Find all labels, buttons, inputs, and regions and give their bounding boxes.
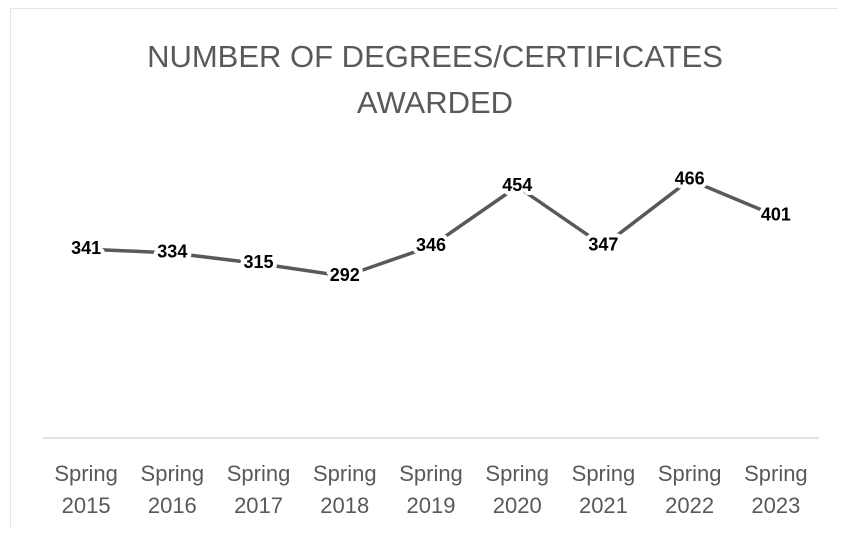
data-label: 292	[330, 265, 360, 285]
x-tick-label: Spring 2019	[399, 461, 463, 518]
data-label: 347	[588, 235, 618, 255]
data-label: 454	[502, 175, 532, 195]
x-tick-label: Spring 2023	[744, 461, 808, 518]
data-label: 401	[761, 205, 791, 225]
line	[86, 177, 777, 279]
data-label: 334	[157, 242, 187, 262]
data-label: 466	[675, 169, 705, 189]
x-tick-label: Spring 2022	[657, 461, 722, 518]
x-tick-label: Spring 2016	[140, 461, 205, 518]
data-label: 346	[416, 235, 446, 255]
x-tick-label: Spring 2020	[485, 461, 550, 518]
x-tick-label: Spring 2015	[54, 461, 118, 518]
data-label: 341	[71, 238, 101, 258]
x-tick-label: Spring 2017	[226, 461, 291, 518]
x-tick-label: Spring 2018	[312, 461, 377, 518]
chart-frame	[10, 8, 838, 528]
chart-title: NUMBER OF DEGREES/CERTIFICATES AWARDED	[147, 39, 723, 120]
data-label: 315	[244, 252, 274, 272]
x-tick-label: Spring 2021	[571, 461, 636, 518]
